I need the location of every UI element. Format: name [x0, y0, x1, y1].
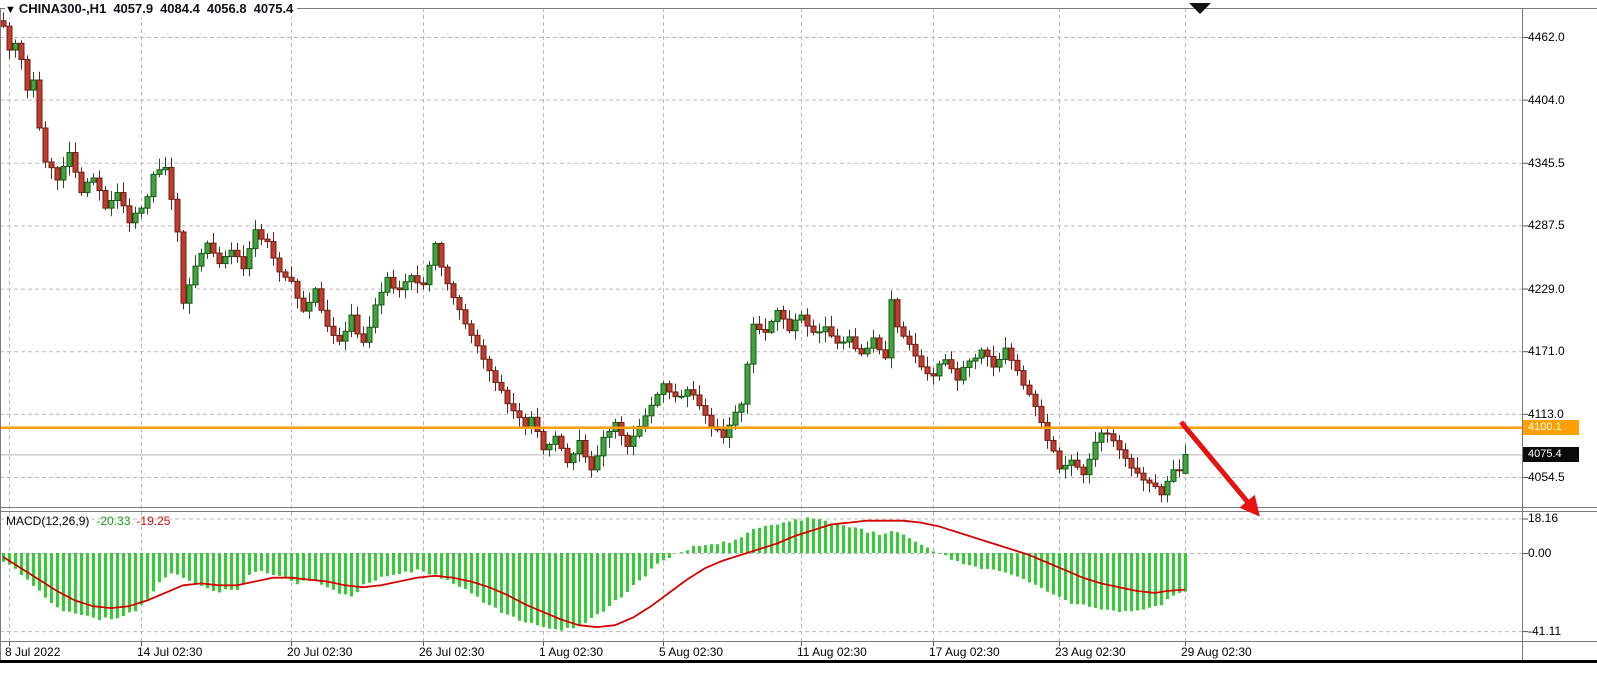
ohlc-open: 4057.9 [113, 1, 154, 16]
time-tick-label: 11 Aug 02:30 [797, 645, 867, 659]
time-tick-label: 29 Aug 02:30 [1181, 645, 1252, 659]
macd-value: -20.33 [96, 514, 131, 528]
grid-layer [0, 8, 1522, 642]
price-tick-label: 4462.0 [1528, 30, 1565, 44]
price-tick-label: 4229.0 [1528, 282, 1565, 296]
time-tick-label: 17 Aug 02:30 [929, 645, 1000, 659]
candlestick-series [0, 12, 1189, 503]
symbol-dropdown-icon[interactable]: ▼ [5, 4, 16, 16]
price-tick-label: 4287.5 [1528, 218, 1565, 232]
trend-arrow[interactable] [1179, 420, 1260, 517]
price-tick-label: 4345.5 [1528, 156, 1565, 170]
chart-title: ▼ CHINA300-,H1 4057.9 4084.4 4056.8 4075.4 [5, 1, 298, 17]
time-tick-label: 5 Aug 02:30 [659, 645, 724, 659]
ohlc-close: 4075.4 [253, 1, 294, 16]
time-tick-label: 1 Aug 02:30 [539, 645, 604, 659]
macd-name: MACD(12,26,9) [6, 514, 90, 528]
macd-tick-label: 18.16 [1528, 511, 1559, 525]
time-tick-label: 23 Aug 02:30 [1055, 645, 1126, 659]
price-tick-label: 4171.0 [1528, 344, 1565, 358]
ohlc-high: 4084.4 [160, 1, 200, 16]
macd-signal-value: -19.25 [136, 514, 171, 528]
macd-signal-line [2, 519, 1186, 628]
price-tick-label: 4113.0 [1528, 407, 1564, 421]
macd-tick-label: 0.00 [1528, 546, 1552, 560]
time-tick-label: 14 Jul 02:30 [137, 645, 203, 659]
time-tick-label: 20 Jul 02:30 [287, 645, 353, 659]
macd-indicator [2, 517, 1187, 631]
bottom-window-edge [0, 660, 1597, 663]
price-tick-label: 4054.5 [1528, 470, 1565, 484]
hline-price-badge: 4100.1 [1523, 420, 1579, 435]
time-tick-label: 26 Jul 02:30 [419, 645, 485, 659]
panel-frames [0, 8, 1597, 660]
macd-tick-label: -41.11 [1528, 624, 1562, 638]
macd-indicator-label: MACD(12,26,9) -20.33 -19.25 [6, 514, 170, 528]
time-tick-label: 8 Jul 2022 [5, 645, 61, 659]
ohlc-low: 4056.8 [206, 1, 247, 16]
shift-marker-icon[interactable] [1189, 3, 1211, 14]
symbol-period-label: CHINA300-,H1 [18, 1, 107, 16]
price-tick-label: 4404.0 [1528, 93, 1565, 107]
bid-price-badge: 4075.4 [1523, 447, 1579, 462]
